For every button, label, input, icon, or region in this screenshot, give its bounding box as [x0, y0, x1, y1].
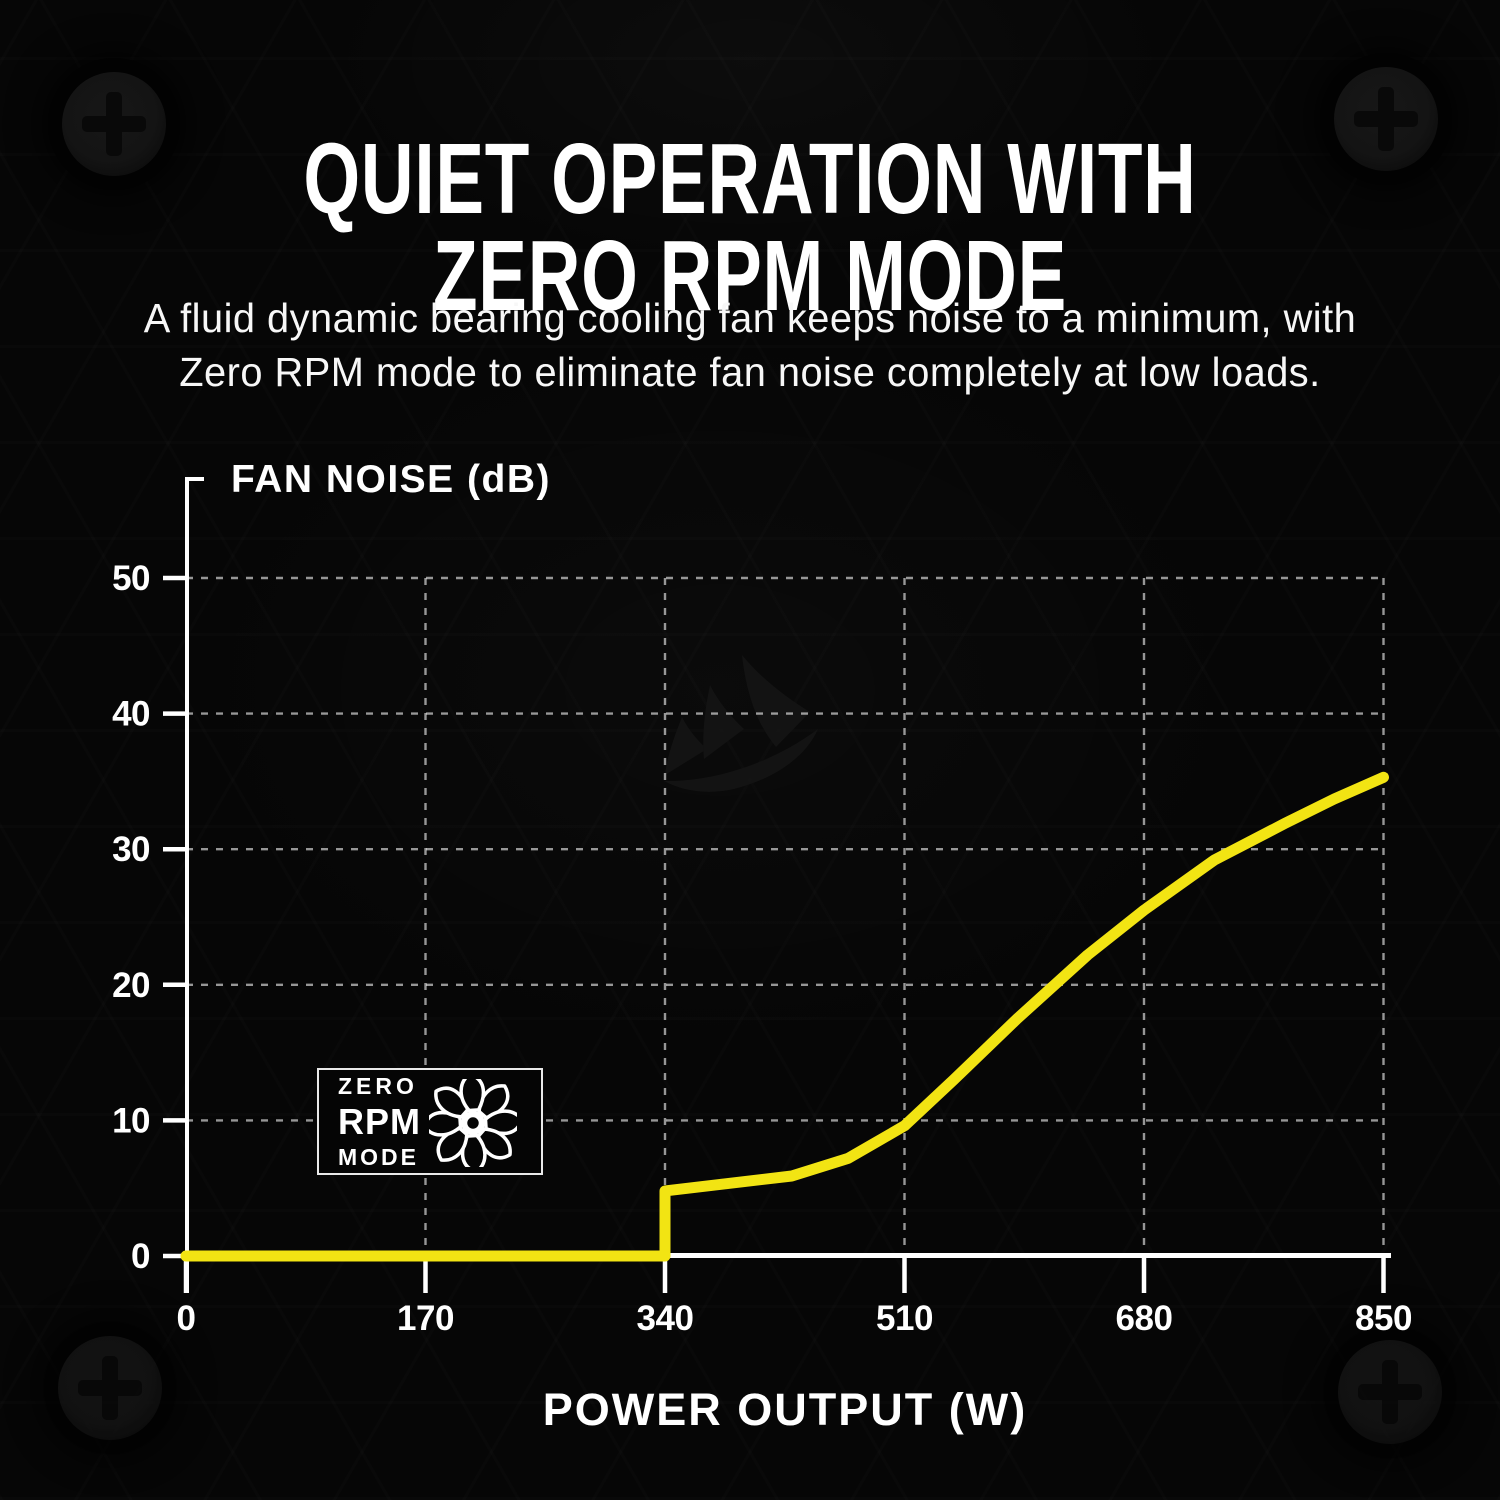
zero-rpm-badge-text: ZERO RPM MODE: [338, 1072, 421, 1170]
page-title-line-1: QUIET OPERATION WITH: [303, 123, 1197, 235]
y-tick-label: 50: [112, 559, 150, 598]
page-title: QUIET OPERATION WITH ZERO RPM MODE: [0, 123, 1500, 332]
fan-icon: [429, 1078, 517, 1167]
x-tick-label: 510: [876, 1299, 933, 1338]
fan-noise-curve: [180, 771, 1389, 1262]
screw-cross-icon: [1354, 111, 1418, 127]
y-tick-label: 10: [112, 1101, 150, 1140]
x-tick-label: 850: [1355, 1299, 1412, 1338]
y-tick-label: 0: [131, 1237, 150, 1276]
page-subtitle-line-2: Zero RPM mode to eliminate fan noise com…: [179, 349, 1321, 395]
screw-icon-bottom-left: [58, 1336, 162, 1440]
y-axis-title: FAN NOISE (dB): [231, 458, 551, 501]
y-tick-label: 40: [112, 695, 150, 734]
screw-icon-top-left: [62, 72, 166, 176]
badge-word-rpm: RPM: [338, 1100, 421, 1142]
x-tick-label: 170: [397, 1299, 454, 1338]
page-subtitle-line-1: A fluid dynamic bearing cooling fan keep…: [143, 295, 1357, 341]
x-tick-label: 680: [1116, 1299, 1173, 1338]
badge-word-mode: MODE: [338, 1143, 419, 1170]
x-tick-label: 340: [637, 1299, 694, 1338]
x-tick-label: 0: [177, 1299, 196, 1338]
page-title-line-2: ZERO RPM MODE: [432, 220, 1068, 332]
screw-cross-icon: [78, 1380, 142, 1396]
page-subtitle: A fluid dynamic bearing cooling fan keep…: [0, 291, 1500, 399]
screw-cross-icon: [1358, 1384, 1422, 1400]
y-tick-label: 30: [112, 830, 150, 869]
y-tick-label: 20: [112, 966, 150, 1005]
zero-rpm-mode-badge: ZERO RPM MODE: [317, 1068, 543, 1175]
screw-cross-icon: [82, 116, 146, 132]
screw-icon-top-right: [1334, 67, 1438, 171]
x-axis-title: POWER OUTPUT (W): [542, 1384, 1028, 1435]
badge-word-zero: ZERO: [338, 1072, 418, 1099]
screw-icon-bottom-right: [1338, 1340, 1442, 1444]
fan-hub-hole: [467, 1116, 479, 1129]
